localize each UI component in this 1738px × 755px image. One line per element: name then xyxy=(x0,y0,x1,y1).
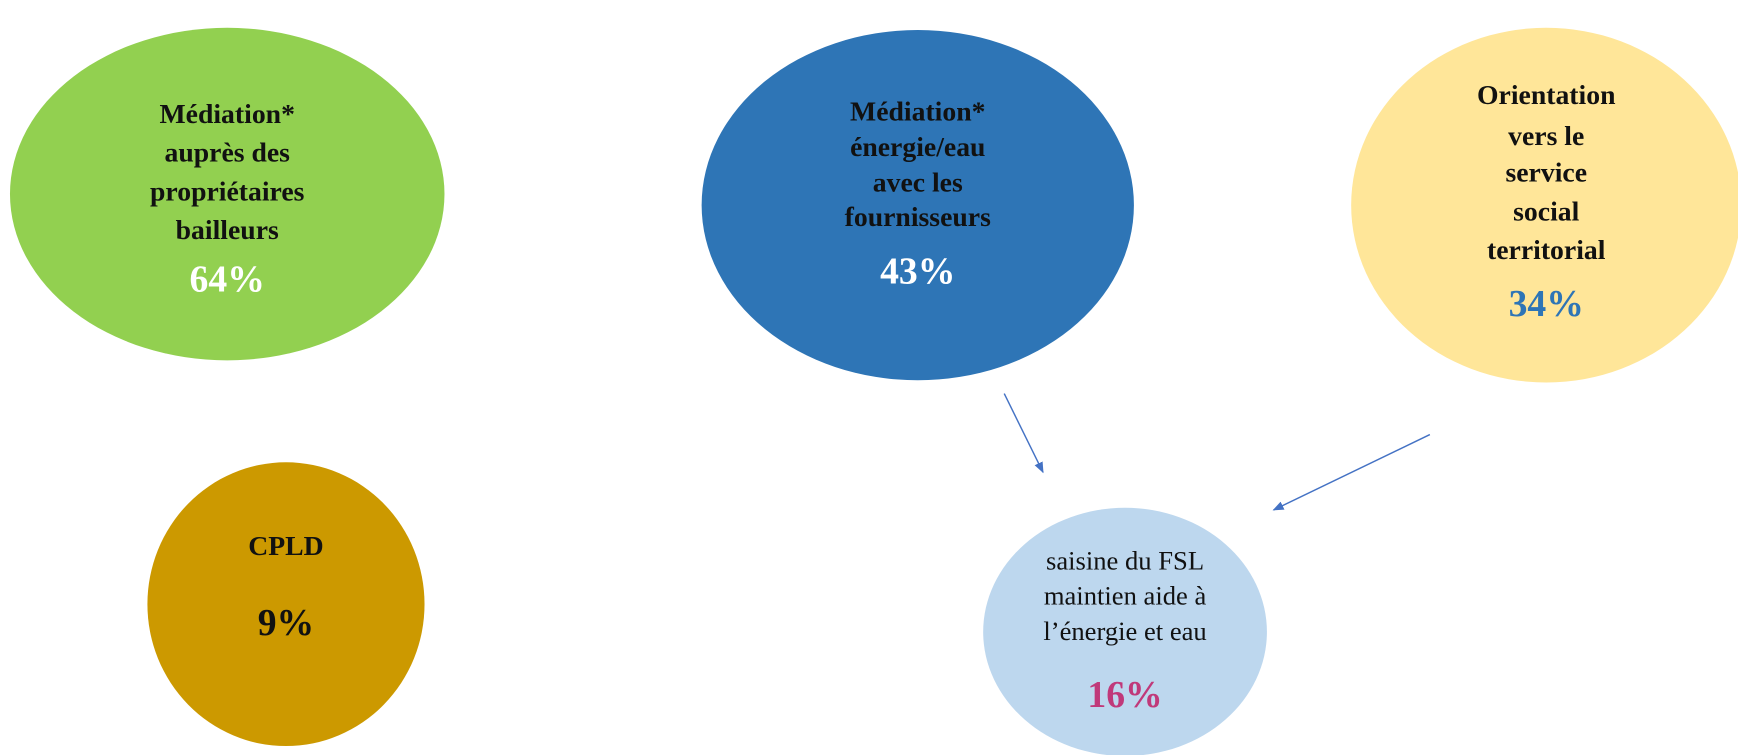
bubble xyxy=(9,27,445,361)
node-label: maintien aide à xyxy=(1044,581,1207,611)
node-value: 64% xyxy=(190,258,265,300)
node-label: social xyxy=(1513,195,1579,226)
node-value: 9% xyxy=(258,602,315,644)
node-label: bailleurs xyxy=(176,214,279,245)
node-label: vers le xyxy=(1508,120,1584,151)
node-label: service xyxy=(1505,157,1587,188)
node-label: avec les xyxy=(873,167,963,198)
node-value: 16% xyxy=(1087,674,1162,716)
bubble xyxy=(983,507,1267,755)
arrow xyxy=(1272,433,1431,511)
node-label: auprès des xyxy=(164,137,290,168)
bubble xyxy=(701,30,1134,381)
node-value: 34% xyxy=(1509,283,1584,325)
node-label: propriétaires xyxy=(150,175,305,206)
bubble xyxy=(147,462,425,747)
arrow xyxy=(1003,393,1044,474)
node-label: territorial xyxy=(1487,234,1606,265)
labels: Médiation* auprès des propriétaires bailleu… xyxy=(150,79,1615,716)
node-label: fournisseurs xyxy=(845,201,991,232)
node-label: Médiation* xyxy=(850,96,985,127)
node-label: l’énergie et eau xyxy=(1043,616,1206,646)
bubble xyxy=(1351,27,1738,383)
node-label: CPLD xyxy=(248,530,323,561)
node-label: Médiation* xyxy=(160,98,295,129)
node-label: Orientation xyxy=(1477,79,1616,110)
node-label: énergie/eau xyxy=(850,131,985,162)
node-label: saisine du FSL xyxy=(1046,545,1204,575)
node-value: 43% xyxy=(880,251,955,293)
